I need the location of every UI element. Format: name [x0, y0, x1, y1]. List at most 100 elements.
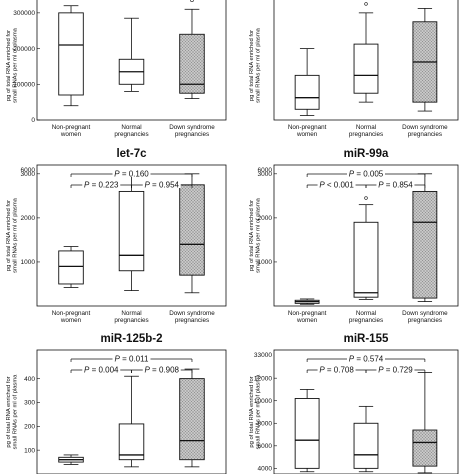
category-label-line: Normal — [356, 310, 376, 317]
pvalue-label-bg — [112, 354, 151, 362]
pvalue-rest: = 0.011 — [120, 355, 149, 364]
category-label-line: pregnancies — [114, 317, 148, 324]
outlier-point — [190, 0, 194, 3]
box-0 — [294, 389, 320, 473]
category-label-line: pregnancies — [349, 131, 383, 138]
category-label-line: Non-pregnant — [288, 124, 327, 131]
y-tick-label: 400 — [24, 376, 35, 383]
y-tick-label: 3000 — [258, 171, 273, 178]
outlier-point — [364, 2, 368, 6]
chart-panel-1: pg of total RNA enriched forsmall RNAs p… — [249, 0, 459, 138]
pvalue-rest: = 0.854 — [384, 181, 414, 190]
category-label-line: women — [296, 131, 318, 138]
category-label-line: pregnancies — [175, 317, 209, 324]
category-label: Down syndrome pregnancies — [169, 310, 215, 324]
pvalue-label-bg — [376, 180, 415, 188]
y-tick-label: 4000 — [258, 466, 273, 473]
chart-panel-4: miR-125b-2 100 200 300 400 pg of total RNA en… — [6, 333, 227, 474]
y-axis-label-line: pg of total RNA enriched for — [6, 200, 12, 271]
y-tick-label-top: 33000 — [254, 352, 272, 359]
pvalue-label-bg — [82, 365, 121, 373]
category-label: Normal pregnancies — [349, 310, 383, 324]
y-axis-label-line: pg of total RNA enriched for — [6, 376, 12, 447]
category-label-line: Down syndrome — [402, 124, 448, 131]
pvalue-label: P = 0.011 — [115, 355, 149, 364]
plot-frame — [36, 164, 227, 307]
y-tick-label: 100000 — [13, 81, 35, 88]
box-iqr — [294, 74, 320, 110]
box-iqr — [179, 378, 205, 461]
pvalue-rest: < 0.001 — [325, 181, 355, 190]
y-axis-label-line: pg of total RNA enriched for — [249, 200, 255, 271]
y-tick-label-top: 6000 — [258, 167, 273, 174]
box-0 — [58, 246, 84, 288]
category-label: Down syndrome pregnancies — [402, 310, 448, 324]
box-iqr — [353, 43, 379, 94]
pvalue-rest: = 0.005 — [354, 170, 384, 179]
pvalue-p: P — [144, 181, 150, 190]
y-axis-label-line: small RNAs per ml of plasma — [256, 197, 262, 273]
category-label-line: Down syndrome — [169, 310, 215, 317]
category-label: Non-pregnant women — [52, 124, 91, 138]
box-2 — [179, 0, 205, 99]
category-label-line: Non-pregnant — [52, 310, 91, 317]
y-tick-label: 6000 — [258, 443, 273, 450]
plot-frame — [273, 164, 459, 307]
box-iqr — [353, 221, 379, 298]
category-label: Normal pregnancies — [114, 310, 148, 324]
box-iqr — [179, 184, 205, 276]
y-tick-label: 2000 — [258, 215, 273, 222]
y-tick-label: 8000 — [258, 420, 273, 427]
panel-title: miR-155 — [344, 333, 389, 345]
pvalue-p: P — [84, 181, 90, 190]
category-label-line: pregnancies — [114, 131, 148, 138]
pvalue-p: P — [378, 366, 384, 375]
pvalue-label: P = 0.908 — [144, 366, 179, 375]
box-2 — [179, 173, 205, 294]
pvalue-p: P — [349, 170, 355, 179]
box-iqr — [179, 33, 205, 94]
pvalue-rest: = 0.160 — [120, 170, 150, 179]
box-1 — [118, 375, 145, 468]
y-axis-label-line: small RNAs per ml of plasma — [13, 374, 19, 450]
plot-frame — [36, 349, 227, 474]
y-axis-label: pg of total RNA enriched forsmall RNAs p… — [249, 197, 262, 273]
y-axis-label: pg of total RNA enriched forsmall RNAs p… — [249, 27, 262, 103]
panel-title: miR-125b-2 — [101, 333, 163, 345]
y-axis-label-line: small RNAs per ml of plasma — [256, 374, 262, 450]
category-label: Down syndrome pregnancies — [169, 124, 215, 138]
y-axis-label: pg of total RNA enriched forsmall RNAs p… — [6, 197, 19, 273]
pvalue-label-bg — [142, 180, 181, 188]
plot-frame — [273, 349, 459, 474]
box-iqr — [58, 250, 84, 285]
category-label-line: Down syndrome — [169, 124, 215, 131]
chart-panel-5: miR-155 4000 6000 8000 10000 12000 33000 pg of … — [249, 333, 459, 474]
y-tick-label: 1000 — [258, 259, 273, 266]
pvalue-p: P — [84, 366, 90, 375]
category-label-line: pregnancies — [408, 317, 442, 324]
pvalue-label-bg — [112, 169, 151, 177]
box-iqr — [118, 190, 145, 272]
pvalue-rest: = 0.574 — [354, 355, 384, 364]
box-2 — [412, 372, 438, 474]
y-tick-label: 12000 — [254, 375, 272, 382]
pvalue-rest: = 0.729 — [384, 366, 414, 375]
pvalue-p: P — [319, 181, 325, 190]
y-tick-label: 0 — [31, 117, 35, 124]
y-tick-label: 200000 — [13, 46, 35, 53]
category-label-line: Non-pregnant — [288, 310, 327, 317]
pvalue-label-bg — [347, 169, 385, 177]
category-label-line: Down syndrome — [402, 310, 448, 317]
box-1 — [118, 17, 145, 92]
pvalue-label-bg — [82, 180, 121, 188]
y-axis-label-line: pg of total RNA enriched for — [6, 30, 12, 101]
category-label-line: pregnancies — [408, 131, 442, 138]
y-axis-label: pg of total RNA enriched forsmall RNAs p… — [6, 27, 19, 103]
pvalue-p: P — [144, 366, 150, 375]
category-label-line: Non-pregnant — [52, 124, 91, 131]
pvalue-label: P = 0.005 — [349, 170, 384, 179]
y-tick-label: 1000 — [21, 259, 36, 266]
category-label: Down syndrome pregnancies — [402, 124, 448, 138]
category-label: Normal pregnancies — [349, 124, 383, 138]
